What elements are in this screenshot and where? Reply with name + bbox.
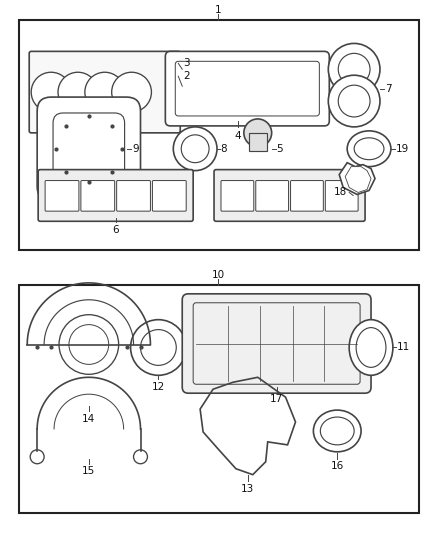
Text: 9: 9 — [133, 144, 139, 154]
FancyBboxPatch shape — [175, 61, 319, 116]
Text: 4: 4 — [235, 131, 241, 141]
FancyBboxPatch shape — [214, 169, 365, 221]
Circle shape — [173, 127, 217, 171]
Circle shape — [328, 75, 380, 127]
Bar — [249, 133, 267, 151]
Circle shape — [338, 85, 370, 117]
Circle shape — [31, 72, 71, 112]
FancyBboxPatch shape — [45, 181, 79, 211]
Circle shape — [69, 325, 109, 365]
Text: 5: 5 — [277, 144, 283, 154]
Ellipse shape — [314, 410, 361, 452]
Circle shape — [59, 314, 119, 374]
FancyBboxPatch shape — [290, 181, 323, 211]
Text: 13: 13 — [241, 483, 254, 494]
Ellipse shape — [349, 320, 393, 375]
FancyBboxPatch shape — [325, 181, 358, 211]
Polygon shape — [339, 163, 375, 195]
Circle shape — [85, 72, 124, 112]
FancyBboxPatch shape — [29, 51, 180, 133]
FancyBboxPatch shape — [152, 181, 186, 211]
Ellipse shape — [320, 417, 354, 445]
Text: 15: 15 — [82, 466, 95, 476]
FancyBboxPatch shape — [182, 294, 371, 393]
Circle shape — [131, 320, 186, 375]
Circle shape — [58, 72, 98, 112]
FancyBboxPatch shape — [53, 113, 124, 184]
Text: 2: 2 — [183, 71, 190, 81]
FancyBboxPatch shape — [193, 303, 360, 384]
Circle shape — [134, 450, 148, 464]
FancyBboxPatch shape — [165, 51, 329, 126]
Ellipse shape — [347, 131, 391, 167]
FancyBboxPatch shape — [81, 181, 115, 211]
Text: 17: 17 — [270, 394, 283, 404]
Circle shape — [181, 135, 209, 163]
FancyBboxPatch shape — [256, 181, 289, 211]
Ellipse shape — [356, 328, 386, 367]
Circle shape — [338, 53, 370, 85]
Circle shape — [112, 72, 152, 112]
FancyBboxPatch shape — [37, 97, 141, 200]
Ellipse shape — [354, 138, 384, 160]
Text: 18: 18 — [334, 188, 347, 197]
Text: 10: 10 — [212, 270, 225, 280]
Text: 11: 11 — [397, 343, 410, 352]
Circle shape — [141, 329, 176, 365]
Polygon shape — [345, 167, 371, 192]
Text: 16: 16 — [331, 461, 344, 471]
Text: 6: 6 — [113, 225, 119, 235]
Circle shape — [244, 119, 272, 147]
Text: 7: 7 — [385, 84, 392, 94]
Bar — [19, 285, 419, 513]
FancyBboxPatch shape — [117, 181, 150, 211]
Text: 3: 3 — [183, 58, 190, 68]
Text: 14: 14 — [82, 414, 95, 424]
FancyBboxPatch shape — [221, 181, 254, 211]
Text: 1: 1 — [215, 5, 221, 14]
Text: 12: 12 — [152, 382, 165, 392]
FancyBboxPatch shape — [38, 169, 193, 221]
Text: 19: 19 — [396, 144, 409, 154]
Circle shape — [30, 450, 44, 464]
Text: 8: 8 — [220, 144, 226, 154]
Circle shape — [328, 43, 380, 95]
Bar — [19, 20, 419, 250]
